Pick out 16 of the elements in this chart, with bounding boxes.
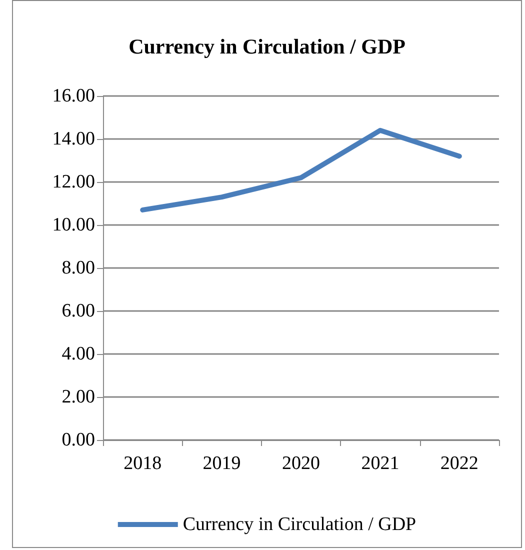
chart-title: Currency in Circulation / GDP — [128, 34, 406, 58]
y-tick-label: 2.00 — [62, 386, 95, 408]
y-tick-label: 14.00 — [52, 128, 95, 150]
x-tick-label: 2020 — [282, 453, 320, 474]
y-tick-label: 0.00 — [62, 430, 95, 450]
x-tick-label: 2021 — [361, 453, 400, 474]
y-tick-label: 4.00 — [62, 344, 95, 364]
x-tick-label: 2018 — [124, 453, 162, 474]
y-tick-label: 6.00 — [62, 300, 95, 322]
y-tick-label: 12.00 — [52, 172, 95, 192]
legend-label: Currency in Circulation / GDP — [182, 514, 416, 535]
x-tick-label: 2019 — [202, 453, 241, 474]
y-tick-label: 8.00 — [62, 258, 95, 278]
y-tick-label: 10.00 — [52, 214, 95, 236]
x-tick-label: 2022 — [440, 453, 478, 474]
y-tick-label: 16.00 — [52, 86, 95, 106]
